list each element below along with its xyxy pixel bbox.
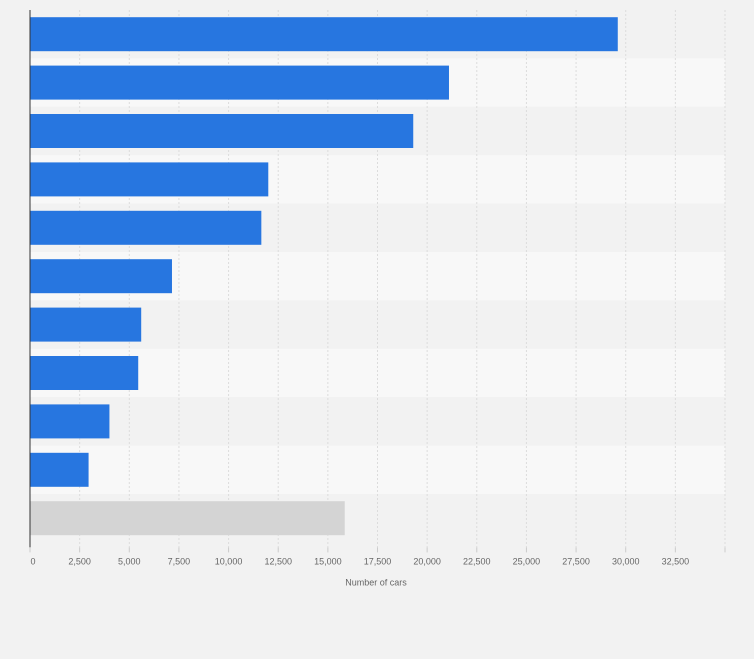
- x-tick-label: 27,500: [562, 556, 590, 566]
- row-band: [30, 348, 725, 398]
- bar: [30, 259, 172, 294]
- x-tick-label: 7,500: [168, 556, 191, 566]
- x-tick-label: 10,000: [215, 556, 243, 566]
- x-tick-label: 32,500: [662, 556, 690, 566]
- x-axis-title: Number of cars: [345, 577, 407, 587]
- bar: [30, 307, 142, 342]
- x-tick-label: 25,000: [513, 556, 541, 566]
- x-tick-label: 20,000: [413, 556, 441, 566]
- x-tick-label: 30,000: [612, 556, 640, 566]
- bar: [30, 356, 139, 390]
- x-tick-label: 15,000: [314, 556, 342, 566]
- bar: [30, 501, 345, 536]
- bar: [30, 404, 110, 439]
- bar: [30, 162, 269, 197]
- row-band: [30, 300, 725, 349]
- x-axis: 0 2,500 5,000 7,500 10,000 12,500 15,000 17,500…: [29, 10, 726, 566]
- x-tick-label: 5,000: [118, 556, 141, 566]
- bar: [30, 210, 262, 245]
- bar: [30, 17, 618, 52]
- row-band: [30, 445, 725, 494]
- bars: [30, 17, 618, 536]
- x-tick-label: 22,500: [463, 556, 491, 566]
- x-tick-label: 0: [30, 556, 35, 566]
- x-tick-label: 2,500: [68, 556, 91, 566]
- bar: [30, 114, 414, 148]
- x-tick-label: 12,500: [264, 556, 292, 566]
- x-tick-label: 17,500: [364, 556, 392, 566]
- row-band: [30, 397, 725, 446]
- bar: [30, 65, 449, 100]
- bar: [30, 452, 89, 487]
